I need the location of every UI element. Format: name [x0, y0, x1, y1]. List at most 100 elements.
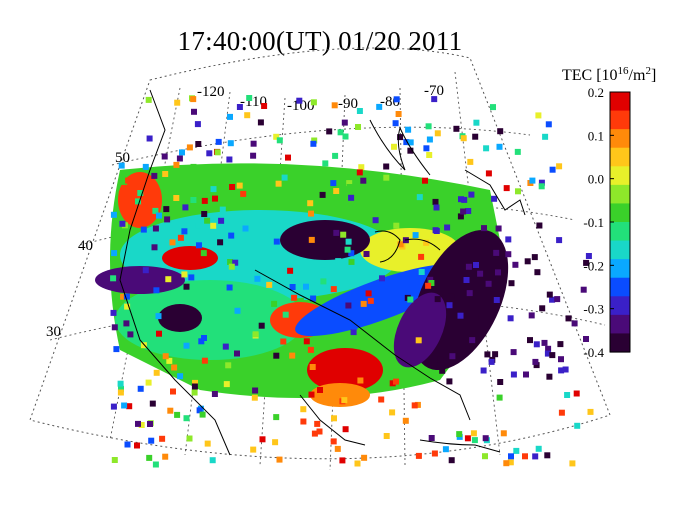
tec-blob-purple-west [95, 266, 185, 294]
station-marker [273, 133, 280, 140]
station-marker [344, 246, 351, 253]
station-marker [303, 338, 310, 345]
station-markers [110, 95, 594, 468]
station-marker [183, 283, 190, 290]
tec-blob-purple-sw [158, 304, 202, 332]
station-marker [379, 275, 385, 282]
station-marker [472, 133, 479, 140]
station-marker [123, 320, 130, 327]
station-marker [465, 263, 472, 270]
station-marker [389, 380, 396, 387]
station-marker [448, 293, 455, 300]
station-marker [457, 213, 464, 220]
station-marker [426, 152, 433, 158]
station-marker [135, 198, 141, 205]
station-marker [357, 377, 364, 384]
station-marker [250, 140, 257, 147]
station-marker [546, 291, 553, 298]
station-marker [317, 387, 323, 393]
station-marker [507, 459, 514, 466]
station-marker [149, 400, 156, 407]
colorbar-cell [610, 92, 630, 112]
station-marker [183, 342, 190, 349]
station-marker [434, 130, 441, 137]
station-marker [110, 403, 117, 410]
station-marker [356, 169, 363, 176]
station-marker [194, 121, 201, 128]
station-marker [363, 251, 370, 257]
station-marker [493, 249, 500, 256]
colorbar-cell [610, 333, 630, 353]
station-marker [257, 119, 264, 126]
station-marker [273, 414, 280, 421]
station-marker [418, 269, 425, 275]
station-marker [303, 294, 310, 300]
station-marker [191, 389, 198, 396]
station-marker [546, 373, 553, 380]
colorbar-cell [610, 240, 630, 260]
station-marker [434, 296, 441, 303]
station-marker [463, 277, 470, 283]
station-marker [289, 352, 296, 359]
colorbar-cell [610, 277, 630, 297]
station-marker [310, 140, 317, 147]
station-marker [558, 367, 565, 374]
station-marker [425, 282, 432, 289]
station-marker [422, 177, 428, 184]
station-marker [496, 143, 503, 150]
station-marker [190, 197, 197, 203]
station-marker [549, 352, 556, 359]
station-marker [307, 200, 314, 207]
station-marker [300, 418, 307, 425]
station-marker [326, 128, 333, 135]
station-marker [508, 453, 514, 460]
station-marker [330, 438, 337, 445]
station-marker [453, 125, 460, 132]
station-marker [351, 323, 358, 330]
station-marker [478, 314, 485, 321]
station-marker [229, 184, 236, 190]
station-marker [188, 274, 195, 281]
figure-title: 17:40:00(UT) 01/20 2011 [177, 26, 463, 56]
station-marker [355, 124, 361, 130]
station-marker [473, 119, 480, 126]
station-marker [549, 166, 556, 173]
station-marker [348, 250, 355, 257]
station-marker [311, 137, 318, 144]
station-marker [121, 178, 128, 185]
colorbar-cell [610, 110, 630, 130]
station-marker [153, 260, 160, 267]
station-marker [535, 112, 542, 119]
station-marker [145, 379, 152, 386]
station-marker [418, 253, 425, 260]
station-marker [536, 222, 543, 229]
station-marker [335, 258, 342, 265]
station-marker [564, 392, 571, 398]
colorbar-tick-label: 0.2 [588, 85, 604, 100]
station-marker [573, 390, 580, 397]
station-marker [198, 338, 205, 345]
station-marker [151, 244, 158, 251]
station-marker [393, 378, 399, 385]
station-marker [226, 156, 233, 163]
station-marker [448, 457, 455, 464]
station-marker [539, 305, 546, 312]
lon-label: -100 [287, 98, 315, 114]
station-marker [162, 353, 169, 360]
station-marker [491, 195, 498, 202]
station-marker [480, 367, 487, 374]
station-marker [111, 324, 118, 331]
station-marker [411, 402, 418, 409]
station-marker [167, 407, 174, 414]
station-marker [214, 149, 221, 156]
station-marker [331, 415, 337, 422]
station-marker [156, 212, 162, 219]
station-marker [360, 177, 367, 184]
station-marker [426, 136, 433, 143]
station-marker [212, 195, 218, 202]
station-marker [482, 453, 488, 460]
station-marker [176, 155, 183, 162]
station-marker [354, 460, 361, 467]
station-marker [483, 145, 490, 152]
